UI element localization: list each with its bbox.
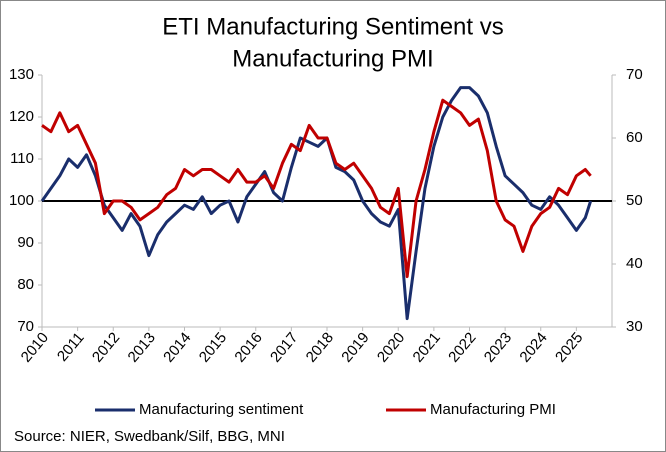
series-line [41,98,592,279]
y-tick-label: 120 [9,108,34,125]
legend-label: Manufacturing PMI [430,401,556,418]
y2-tick-label: 70 [626,66,643,83]
y2-tick-label: 40 [626,255,643,272]
chart-title: Manufacturing PMI [232,45,433,72]
y2-tick-label: 50 [626,192,643,209]
chart-title: ETI Manufacturing Sentiment vs [162,13,503,40]
source: Source: NIER, Swedbank/Silf, BBG, MNI [14,428,285,445]
series-line [40,86,593,321]
y2-tick-label: 30 [626,318,643,335]
y-tick-label: 130 [9,66,34,83]
y-tick-label: 110 [10,150,34,167]
y-tick-label: 80 [17,276,34,293]
y-tick-label: 100 [9,192,34,209]
legend-label: Manufacturing sentiment [139,401,304,418]
y2-tick-label: 60 [626,129,643,146]
y-tick-label: 90 [17,234,34,251]
y-tick-label: 70 [17,318,34,335]
